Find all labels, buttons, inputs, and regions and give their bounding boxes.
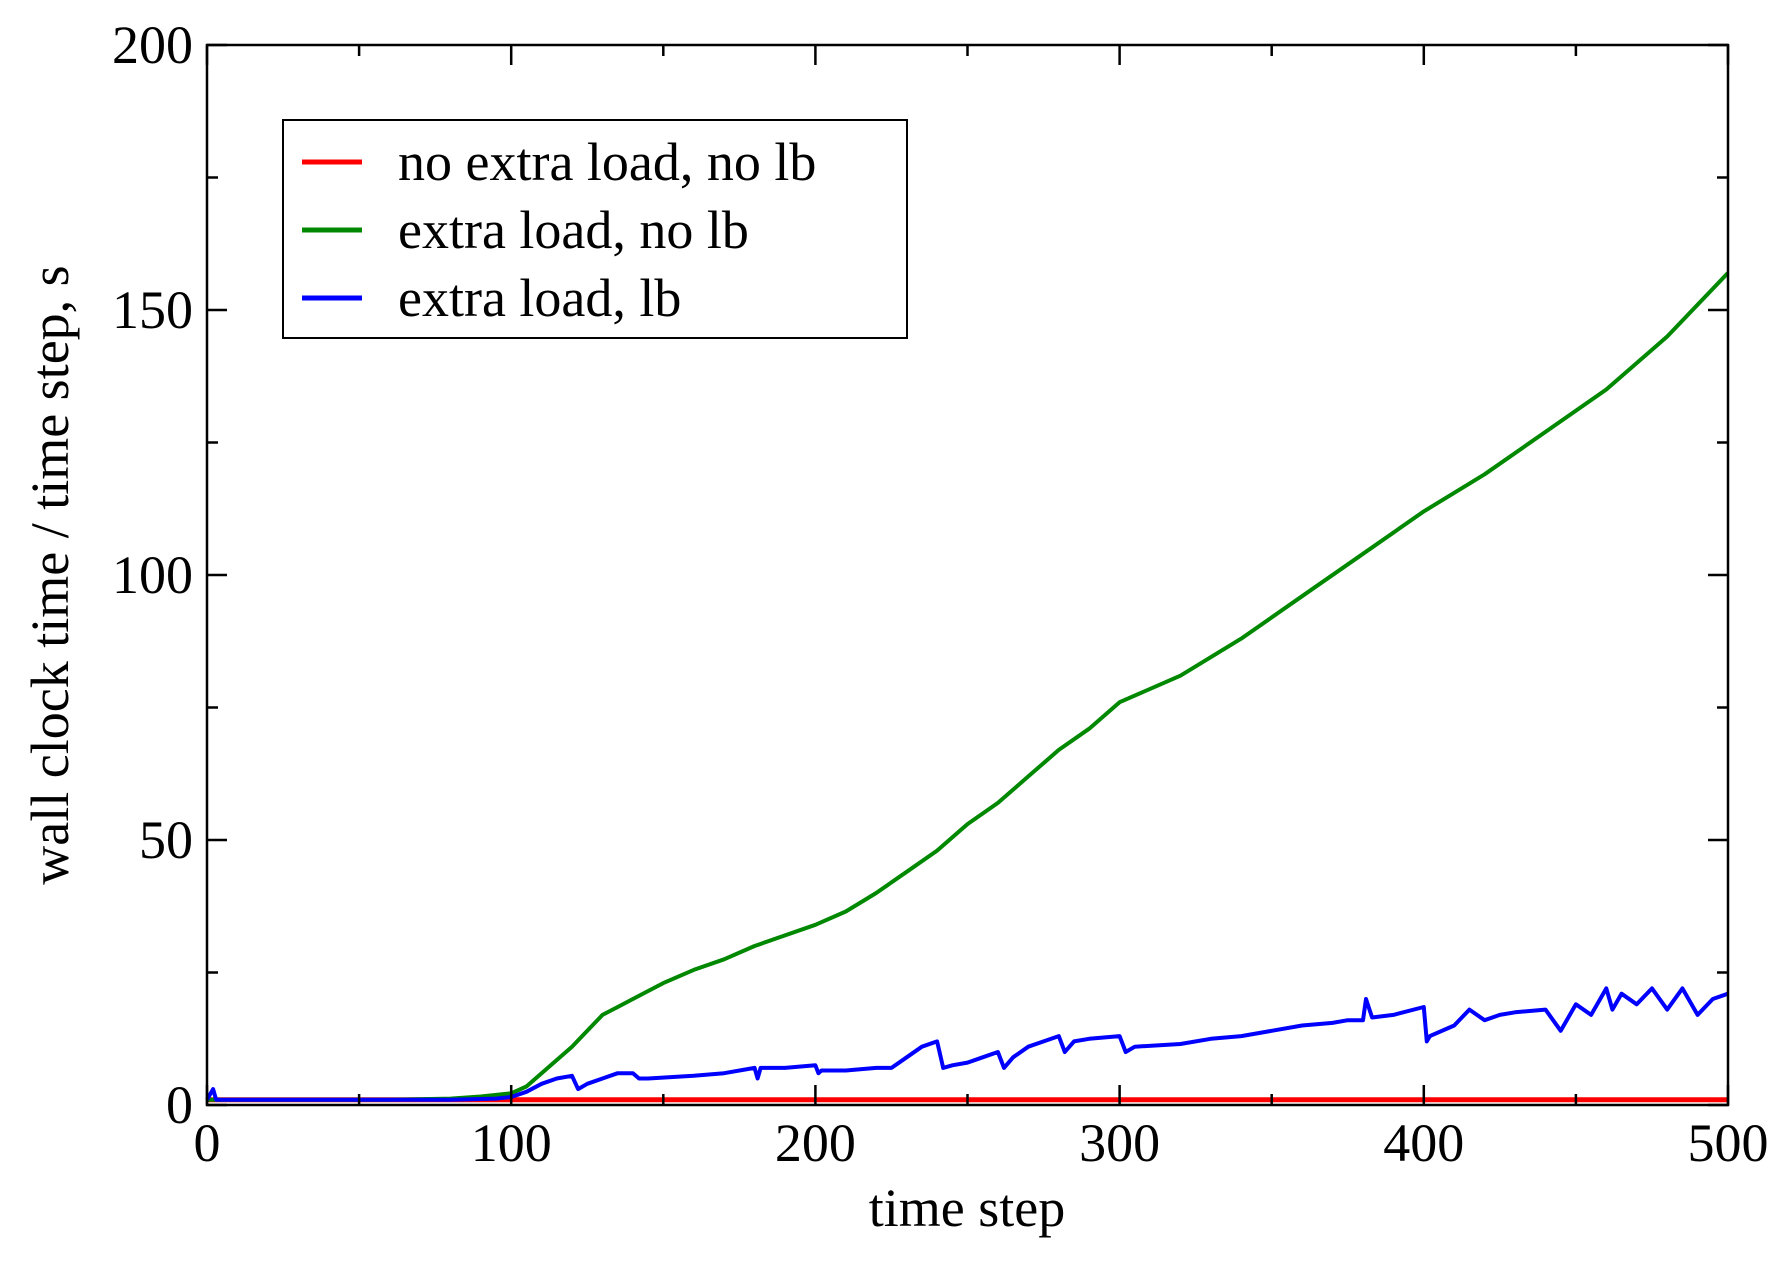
- series-line-3: [205, 986, 1729, 1102]
- series-line-2: [207, 271, 1730, 1102]
- x-tick-label: 200: [775, 1113, 856, 1173]
- legend: no extra load, no lb extra load, no lb ext…: [282, 119, 908, 339]
- legend-label-2: extra load, no lb: [398, 200, 749, 260]
- legend-box: [282, 119, 908, 339]
- y-tick-label: 100: [112, 545, 193, 605]
- x-tick-label: 400: [1383, 1113, 1464, 1173]
- y-tick-label: 50: [139, 810, 193, 870]
- legend-label-1: no extra load, no lb: [398, 132, 816, 192]
- x-tick-label: 0: [194, 1113, 221, 1173]
- y-tick-label: 0: [166, 1075, 193, 1135]
- y-axis-title: wall clock time / time step, s: [20, 265, 80, 884]
- x-tick-label: 500: [1688, 1113, 1769, 1173]
- tick-layer: [205, 43, 1730, 1107]
- x-tick-label: 300: [1079, 1113, 1160, 1173]
- y-tick-label: 150: [112, 280, 193, 340]
- legend-label-3: extra load, lb: [398, 268, 681, 328]
- x-tick-label: 100: [471, 1113, 552, 1173]
- legend-entries: no extra load, no lb extra load, no lb ext…: [302, 132, 816, 328]
- y-tick-label: 200: [112, 15, 193, 75]
- x-axis-title: time step: [869, 1178, 1065, 1238]
- tick-label-layer: 0 100 200 300 400 500 0 50 100 150 200: [112, 15, 1769, 1173]
